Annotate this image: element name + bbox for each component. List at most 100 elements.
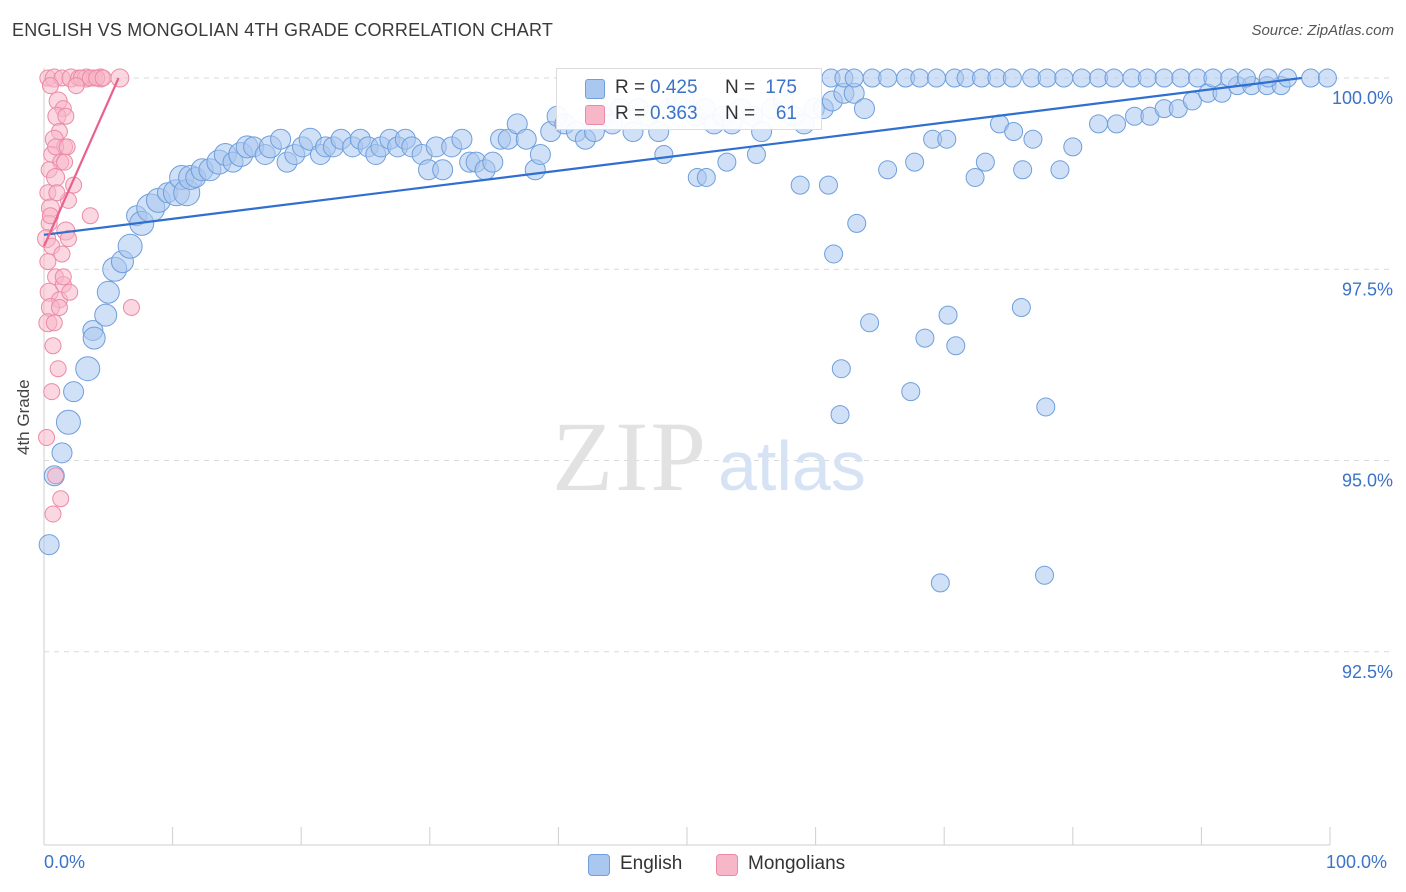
stats-legend: R = 0.425 N = 175 R = 0.363 N = 61 [556,68,822,130]
english-point [38,534,60,556]
english-point [529,144,551,165]
english-point [1203,68,1223,88]
x-tick-label-min: 0.0% [44,852,86,872]
english-point [746,145,766,164]
mongolian-point [67,77,85,95]
english-point [1317,68,1337,88]
trend-lines [42,76,1302,247]
n-value: 175 [765,77,797,98]
r-value: 0.425 [650,77,698,98]
mongolian-point [43,383,61,401]
english-point [1037,68,1057,88]
r-value: 0.363 [650,103,698,124]
english-point [1035,565,1055,585]
n-value: 61 [775,103,797,124]
n-label: N = [725,77,756,98]
english-point [878,68,898,88]
source-label: Source: ZipAtlas.com [1251,22,1394,39]
mongolian-point [38,429,56,447]
english-point [451,128,473,150]
mongolian-point [56,153,74,171]
y-axis-label: 4th Grade [14,379,33,455]
english-point [824,244,844,264]
r-label: R = [615,103,646,124]
mongolian-trend-line [42,77,120,247]
mongolian-point [50,299,68,316]
y-tick-label: 95.0% [1342,471,1393,491]
english-point [55,409,81,435]
english-point [482,151,504,173]
mongolian-point [48,184,66,202]
legend-label: English [620,853,683,874]
english-point [930,573,950,593]
english-point [1050,160,1070,180]
mongolian-point [54,268,72,286]
mongolian-point [59,230,77,248]
english-point [844,68,864,88]
mongolian-point [61,283,79,301]
english-point [1072,68,1092,88]
english-point [901,382,921,402]
mongolian-point [110,68,130,88]
stats-row-mongolians: R = 0.363 N = 61 [557,101,821,127]
english-legend-swatch [588,854,610,876]
english-point [117,233,143,259]
english-point [905,152,925,172]
english-point [654,145,674,164]
series-legend: English Mongolians [0,852,1406,878]
mongolian-points [37,68,140,523]
english-point [878,160,898,180]
english-swatch [585,79,605,99]
english-point [432,159,454,181]
english-point [790,175,810,195]
mongolian-point [45,314,63,332]
english-point [270,128,292,150]
y-tick-label: 100.0% [1332,88,1393,108]
english-point [75,356,101,382]
mongolian-swatch [585,105,605,125]
y-tick-label: 97.5% [1342,279,1393,299]
mongolian-point [46,167,66,187]
english-trend-line [43,76,1302,236]
english-point [1063,137,1083,157]
x-tick-label-max: 100.0% [1326,852,1388,872]
english-point [1089,114,1109,134]
english-point [830,405,850,425]
english-point [1002,68,1022,88]
english-point [1137,68,1157,88]
english-point [96,280,120,304]
y-tick-label: 92.5% [1342,662,1393,682]
mongolian-point [47,467,65,485]
legend-label: Mongolians [748,853,846,874]
mongolian-point [44,505,62,523]
english-point [515,128,537,150]
english-point [910,68,930,88]
mongolian-legend-swatch [716,854,738,876]
english-point [926,68,946,88]
english-points [38,68,1337,593]
english-point [818,175,838,195]
english-point [1054,68,1074,88]
mongolian-point [94,69,112,87]
english-point [946,336,966,356]
english-point [1154,68,1174,88]
english-point [1258,68,1278,88]
english-point [853,98,875,120]
english-point [965,167,985,187]
english-point [1220,68,1240,88]
english-point [915,328,935,348]
english-point [63,381,85,403]
english-point [1013,160,1033,180]
english-point [831,359,851,379]
english-point [51,442,73,464]
english-point [1023,129,1043,149]
english-point [975,152,995,172]
english-point [847,213,867,233]
english-point [1004,122,1024,142]
english-point [1036,397,1056,417]
english-point [82,326,106,350]
mongolian-point [41,77,59,95]
english-point [938,305,958,325]
mongolian-point [122,299,140,316]
